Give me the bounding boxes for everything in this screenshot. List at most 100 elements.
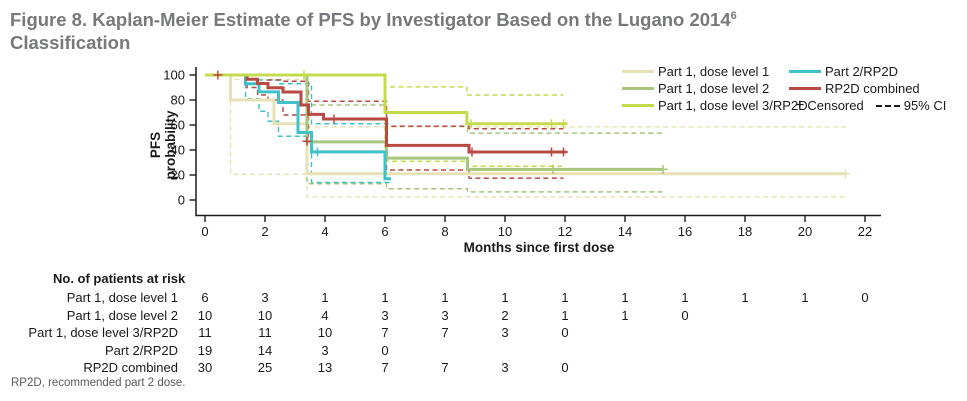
censored-label: Censored [807,98,864,113]
risk-value: 3 [321,342,329,358]
censor-mark-4 [302,136,312,146]
risk-value: 1 [561,290,569,305]
risk-value: 1 [321,290,329,305]
x-tick-label: 0 [201,224,208,239]
x-tick-label: 20 [798,224,812,239]
footnote: RP2D, recommended part 2 dose. [11,377,186,389]
series-swatch-part2 [789,70,821,73]
risk-value: 6 [201,290,209,305]
legend-item: Part 1, dose level 2 [622,80,808,97]
ci-label: 95% CI [903,98,947,113]
legend-item: RP2D combined [789,80,946,97]
legend-label: Part 1, dose level 3/RP2D [658,98,808,113]
figure-title-text: Figure 8. Kaplan-Meier Estimate of PFS b… [10,9,731,31]
risk-value: 0 [861,290,869,305]
y-tick-label: 60 [171,118,185,133]
risk-value: 1 [621,307,629,323]
x-tick-label: 10 [498,224,512,239]
risk-value: 10 [197,307,213,323]
series-swatch-rp2d-combined [789,87,821,90]
risk-value: 7 [441,360,449,375]
x-tick-label: 16 [678,224,692,239]
risk-row-label: Part 2/RP2D [105,342,178,358]
x-tick-label: 14 [618,224,632,239]
risk-value: 11 [198,325,212,340]
ci-upper-2 [384,75,564,96]
censor-mark-3 [313,147,322,157]
censor-mark-1 [658,164,668,174]
y-tick-label: 20 [171,168,185,183]
km-curve-1 [205,73,664,171]
risk-value: 0 [681,307,689,323]
risk-value: 1 [621,290,629,305]
y-tick-label: 40 [171,143,185,158]
risk-value: 19 [197,342,213,358]
x-tick-label: 6 [381,224,388,239]
series-swatch-dose-level-2 [622,87,654,90]
censor-mark-2 [559,119,568,129]
legend-item: Part 2/RP2D [789,63,946,80]
x-axis-label: Months since first dose [463,240,615,255]
risk-value: 1 [501,290,509,305]
risk-value: 10 [257,307,273,323]
y-tick-label: 100 [163,68,185,83]
risk-value: 1 [561,307,569,323]
risk-value: 7 [441,325,449,340]
risk-value: 1 [801,290,809,305]
x-tick-label: 8 [441,224,448,239]
y-tick-label: 0 [178,193,185,208]
risk-value: 0 [561,325,569,340]
legend-item: Part 1, dose level 1 [622,63,808,80]
risk-value: 11 [258,325,272,340]
censor-mark-4 [559,147,568,157]
risk-value: 4 [321,307,329,323]
censored-plus-icon: + [795,96,805,114]
legend-item: Part 1, dose level 3/RP2D [622,97,808,114]
km-curve-3 [205,73,391,181]
risk-value: 0 [561,360,569,375]
risk-value: 3 [441,307,449,323]
legend-label: RP2D combined [825,81,920,96]
ci-lower-2 [384,75,564,167]
risk-row-label: Part 1, dose level 2 [66,307,178,323]
censor-mark-2 [299,70,309,80]
ci-lower-3 [244,75,390,184]
risk-value: 3 [261,290,269,305]
risk-value: 14 [257,342,273,358]
km-curve-2 [205,73,567,126]
risk-table-header: No. of patients at risk [53,271,186,286]
censor-mark-1 [548,164,558,174]
x-tick-label: 12 [558,224,572,239]
risk-value: 1 [381,290,389,305]
risk-row-label: RP2D combined [83,360,178,375]
km-curve-4 [205,73,567,154]
figure-title: Figure 8. Kaplan-Meier Estimate of PFS b… [10,5,950,54]
figure-title-superscript: 6 [730,10,737,22]
censor-mark-0 [841,169,850,179]
censor-mark-4 [329,114,339,124]
ci-lower-0 [229,75,846,198]
x-tick-label: 22 [858,224,872,239]
risk-value: 7 [381,325,389,340]
legend-label: Part 1, dose level 2 [658,81,770,96]
risk-row-label: Part 1, dose level 1 [66,290,178,305]
legend-label: Part 1, dose level 1 [658,64,770,79]
series-swatch-dose-level-3 [622,104,654,107]
risk-value: 1 [741,290,749,305]
legend-item-censored-ci: + Censored 95% CI [789,97,946,114]
risk-value: 0 [381,342,389,358]
censor-mark-4 [213,70,223,80]
ci-dash-icon [875,104,900,107]
risk-value: 1 [441,290,449,305]
legend-column-2: Part 2/RP2D RP2D combined + Censored 95%… [789,63,946,114]
risk-value: 30 [197,360,213,375]
censor-mark-4 [467,147,477,157]
figure-title-line2: Classification [10,32,131,54]
risk-value: 2 [501,307,509,323]
risk-value: 10 [317,325,333,340]
censor-mark-2 [547,119,556,129]
risk-value: 1 [681,290,689,305]
risk-row-label: Part 1, dose level 3/RP2D [28,325,178,340]
